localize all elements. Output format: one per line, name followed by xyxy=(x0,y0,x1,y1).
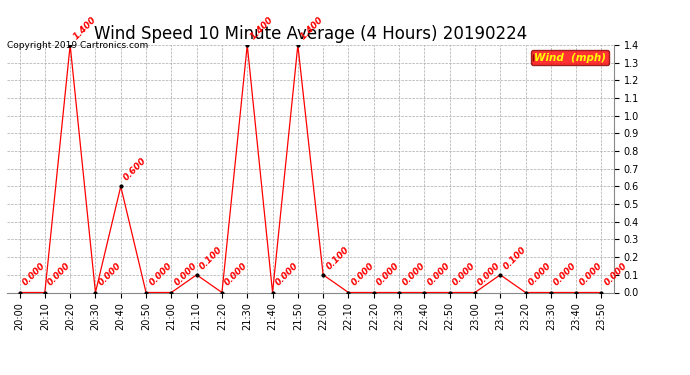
Legend: Wind  (mph): Wind (mph) xyxy=(531,50,609,65)
Text: 0.100: 0.100 xyxy=(502,245,528,271)
Text: 0.000: 0.000 xyxy=(476,261,502,287)
Title: Wind Speed 10 Minute Average (4 Hours) 20190224: Wind Speed 10 Minute Average (4 Hours) 2… xyxy=(94,26,527,44)
Text: 0.000: 0.000 xyxy=(350,261,376,287)
Text: 0.000: 0.000 xyxy=(274,261,300,287)
Text: 0.000: 0.000 xyxy=(451,261,477,287)
Text: 0.100: 0.100 xyxy=(324,245,351,271)
Text: 0.000: 0.000 xyxy=(97,261,123,287)
Text: 1.400: 1.400 xyxy=(248,15,275,42)
Text: 0.000: 0.000 xyxy=(552,261,578,287)
Text: Copyright 2019 Cartronics.com: Copyright 2019 Cartronics.com xyxy=(7,41,148,50)
Text: 0.000: 0.000 xyxy=(148,261,174,287)
Text: 0.000: 0.000 xyxy=(224,261,250,287)
Text: 0.000: 0.000 xyxy=(172,261,199,287)
Text: 0.000: 0.000 xyxy=(527,261,553,287)
Text: 1.400: 1.400 xyxy=(72,15,98,42)
Text: 0.000: 0.000 xyxy=(603,261,629,287)
Text: 0.000: 0.000 xyxy=(400,261,426,287)
Text: 0.000: 0.000 xyxy=(21,261,47,287)
Text: 0.000: 0.000 xyxy=(578,261,604,287)
Text: 0.600: 0.600 xyxy=(122,156,148,183)
Text: 0.100: 0.100 xyxy=(198,245,224,271)
Text: 0.000: 0.000 xyxy=(375,261,402,287)
Text: 0.000: 0.000 xyxy=(46,261,72,287)
Text: 0.000: 0.000 xyxy=(426,261,452,287)
Text: 1.400: 1.400 xyxy=(299,15,326,42)
